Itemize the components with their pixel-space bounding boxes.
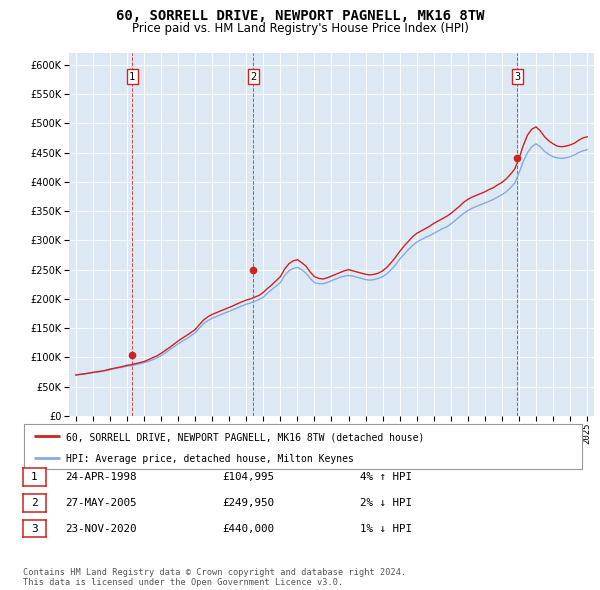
- Text: 4% ↑ HPI: 4% ↑ HPI: [360, 472, 412, 481]
- Text: 1: 1: [31, 472, 38, 481]
- Text: Contains HM Land Registry data © Crown copyright and database right 2024.
This d: Contains HM Land Registry data © Crown c…: [23, 568, 406, 587]
- Text: £104,995: £104,995: [222, 472, 274, 481]
- Text: 2: 2: [250, 72, 256, 81]
- Text: 60, SORRELL DRIVE, NEWPORT PAGNELL, MK16 8TW: 60, SORRELL DRIVE, NEWPORT PAGNELL, MK16…: [116, 9, 484, 23]
- Text: £440,000: £440,000: [222, 524, 274, 533]
- Text: 2% ↓ HPI: 2% ↓ HPI: [360, 498, 412, 507]
- Text: £249,950: £249,950: [222, 498, 274, 507]
- Text: 1: 1: [129, 72, 136, 81]
- Text: Price paid vs. HM Land Registry's House Price Index (HPI): Price paid vs. HM Land Registry's House …: [131, 22, 469, 35]
- Text: 23-NOV-2020: 23-NOV-2020: [65, 524, 136, 533]
- Text: 3: 3: [514, 72, 520, 81]
- Text: 60, SORRELL DRIVE, NEWPORT PAGNELL, MK16 8TW (detached house): 60, SORRELL DRIVE, NEWPORT PAGNELL, MK16…: [66, 432, 424, 442]
- Text: 2: 2: [31, 498, 38, 507]
- Text: 27-MAY-2005: 27-MAY-2005: [65, 498, 136, 507]
- Text: HPI: Average price, detached house, Milton Keynes: HPI: Average price, detached house, Milt…: [66, 454, 354, 464]
- Text: 24-APR-1998: 24-APR-1998: [65, 472, 136, 481]
- Text: 1% ↓ HPI: 1% ↓ HPI: [360, 524, 412, 533]
- Text: 3: 3: [31, 524, 38, 533]
